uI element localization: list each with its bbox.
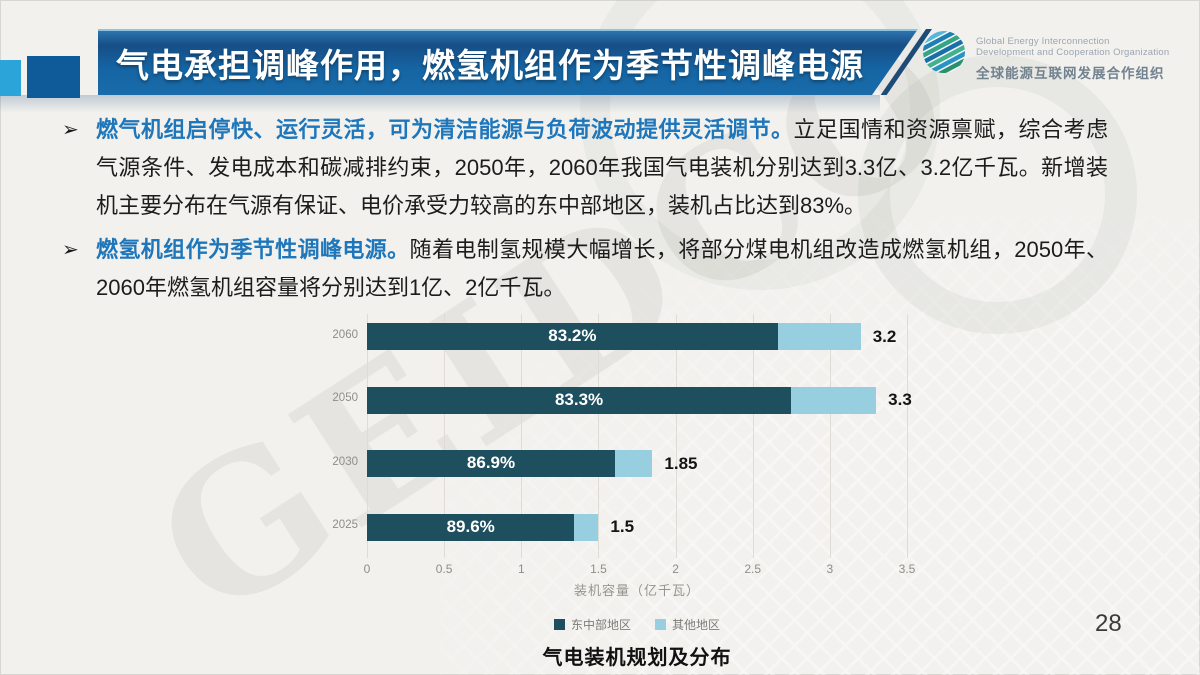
x-tick-label: 3.5 bbox=[898, 562, 916, 576]
slide-title: 气电承担调峰作用，燃氢机组作为季节性调峰电源 bbox=[116, 47, 864, 84]
chart-gridline bbox=[752, 314, 754, 558]
bullet-highlight: 燃氢机组作为季节性调峰电源。 bbox=[96, 237, 410, 262]
banner-reflection bbox=[0, 95, 880, 113]
category-label: 2025 bbox=[332, 519, 358, 531]
chart-row: 86.9% bbox=[367, 450, 653, 477]
bar-segment-other bbox=[777, 323, 861, 350]
header-accent-square-light bbox=[0, 60, 21, 96]
bullet-item-hydrogen-units: ➢ 燃氢机组作为季节性调峰电源。随着电制氢规模大幅增长，将部分煤电机组改造成燃氢… bbox=[62, 231, 1108, 307]
bar-segment-east-central: 83.3% bbox=[367, 386, 792, 414]
percent-label: 89.6% bbox=[446, 516, 495, 536]
bullet-list: ➢ 燃气机组启停快、运行灵活，可为清洁能源与负荷波动提供灵活调节。立足国情和资源… bbox=[62, 111, 1108, 313]
percent-label: 83.3% bbox=[554, 389, 604, 409]
arrow-bullet-icon: ➢ bbox=[62, 239, 79, 261]
bar-segment-other bbox=[574, 513, 599, 541]
total-value-label: 3.3 bbox=[888, 390, 912, 409]
x-tick-label: 0.5 bbox=[435, 562, 453, 576]
bar-segment-other bbox=[615, 450, 653, 477]
chart-row: 89.6% bbox=[367, 513, 599, 541]
percent-label: 86.9% bbox=[466, 453, 516, 472]
bullet-item-gas-units: ➢ 燃气机组启停快、运行灵活，可为清洁能源与负荷波动提供灵活调节。立足国情和资源… bbox=[62, 111, 1108, 225]
bar-segment-east-central: 89.6% bbox=[367, 513, 575, 541]
category-label: 2060 bbox=[332, 328, 358, 341]
stacked-bar-chart: 装机容量（亿千瓦） 东中部地区 其他地区 气电装机规划及分布 0 0.5 1 1.5 2 2… bbox=[330, 310, 950, 675]
x-tick-label: 3 bbox=[826, 562, 834, 576]
bar-segment-east-central: 86.9% bbox=[367, 450, 616, 477]
globe-icon bbox=[922, 30, 966, 74]
legend-label: 其他地区 bbox=[672, 618, 721, 632]
chart-gridline bbox=[829, 314, 831, 558]
x-tick-label: 2 bbox=[672, 562, 679, 576]
bullet-body: 立足国情和资源禀赋，综合考虑气源条件、发电成本和碳减排约束，2050年，2060… bbox=[96, 117, 1108, 218]
x-tick-label: 1.5 bbox=[590, 562, 607, 576]
x-axis-label: 装机容量（亿千瓦） bbox=[573, 583, 700, 598]
bar-segment-east-central: 83.2% bbox=[367, 323, 778, 350]
legend-item: 东中部地区 bbox=[553, 616, 631, 633]
geidco-logo: Global Energy Interconnection Developmen… bbox=[922, 30, 1169, 82]
x-tick-label: 1 bbox=[517, 562, 525, 576]
chart-row: 83.3% bbox=[367, 386, 877, 414]
title-banner: 气电承担调峰作用，燃氢机组作为季节性调峰电源 bbox=[98, 29, 918, 95]
chart-gridline bbox=[598, 314, 600, 558]
category-label: 2030 bbox=[332, 455, 358, 468]
percent-label: 83.2% bbox=[548, 326, 597, 345]
total-value-label: 1.5 bbox=[610, 517, 635, 536]
chart-gridline bbox=[444, 314, 446, 558]
chart-gridline bbox=[521, 314, 523, 558]
logo-name-cn: 全球能源互联网发展合作组织 bbox=[976, 66, 1165, 81]
chart-gridline bbox=[367, 314, 368, 558]
bar-segment-other bbox=[791, 386, 877, 414]
x-tick-label: 2.5 bbox=[744, 562, 762, 576]
legend-swatch bbox=[655, 619, 666, 630]
chart-row: 83.2% bbox=[367, 323, 861, 350]
legend-label: 东中部地区 bbox=[570, 618, 631, 632]
chart-caption: 气电装机规划及分布 bbox=[542, 647, 732, 669]
header-accent-square-dark bbox=[27, 56, 80, 98]
bullet-highlight: 燃气机组启停快、运行灵活，可为清洁能源与负荷波动提供灵活调节。 bbox=[96, 117, 794, 142]
x-tick-label: 0 bbox=[363, 562, 371, 576]
legend-swatch bbox=[553, 619, 565, 630]
chart-legend: 东中部地区 其他地区 bbox=[367, 616, 907, 633]
bullet-body: 随着电制氢规模大幅增长，将部分煤电机组改造成燃氢机组，2050年、2060年燃氢… bbox=[96, 237, 1108, 300]
logo-name-en-line1: Global Energy Interconnection bbox=[976, 36, 1110, 47]
page-number: 28 bbox=[1095, 610, 1122, 637]
logo-name-en-line2: Development and Cooperation Organization bbox=[976, 47, 1170, 58]
arrow-bullet-icon: ➢ bbox=[62, 119, 79, 141]
chart-gridline bbox=[907, 314, 908, 558]
legend-item: 其他地区 bbox=[655, 616, 720, 633]
logo-text: Global Energy Interconnection Developmen… bbox=[976, 30, 1169, 82]
total-value-label: 1.85 bbox=[664, 453, 698, 473]
total-value-label: 3.2 bbox=[872, 326, 897, 346]
chart-gridline bbox=[675, 314, 677, 558]
category-label: 2050 bbox=[332, 392, 358, 404]
